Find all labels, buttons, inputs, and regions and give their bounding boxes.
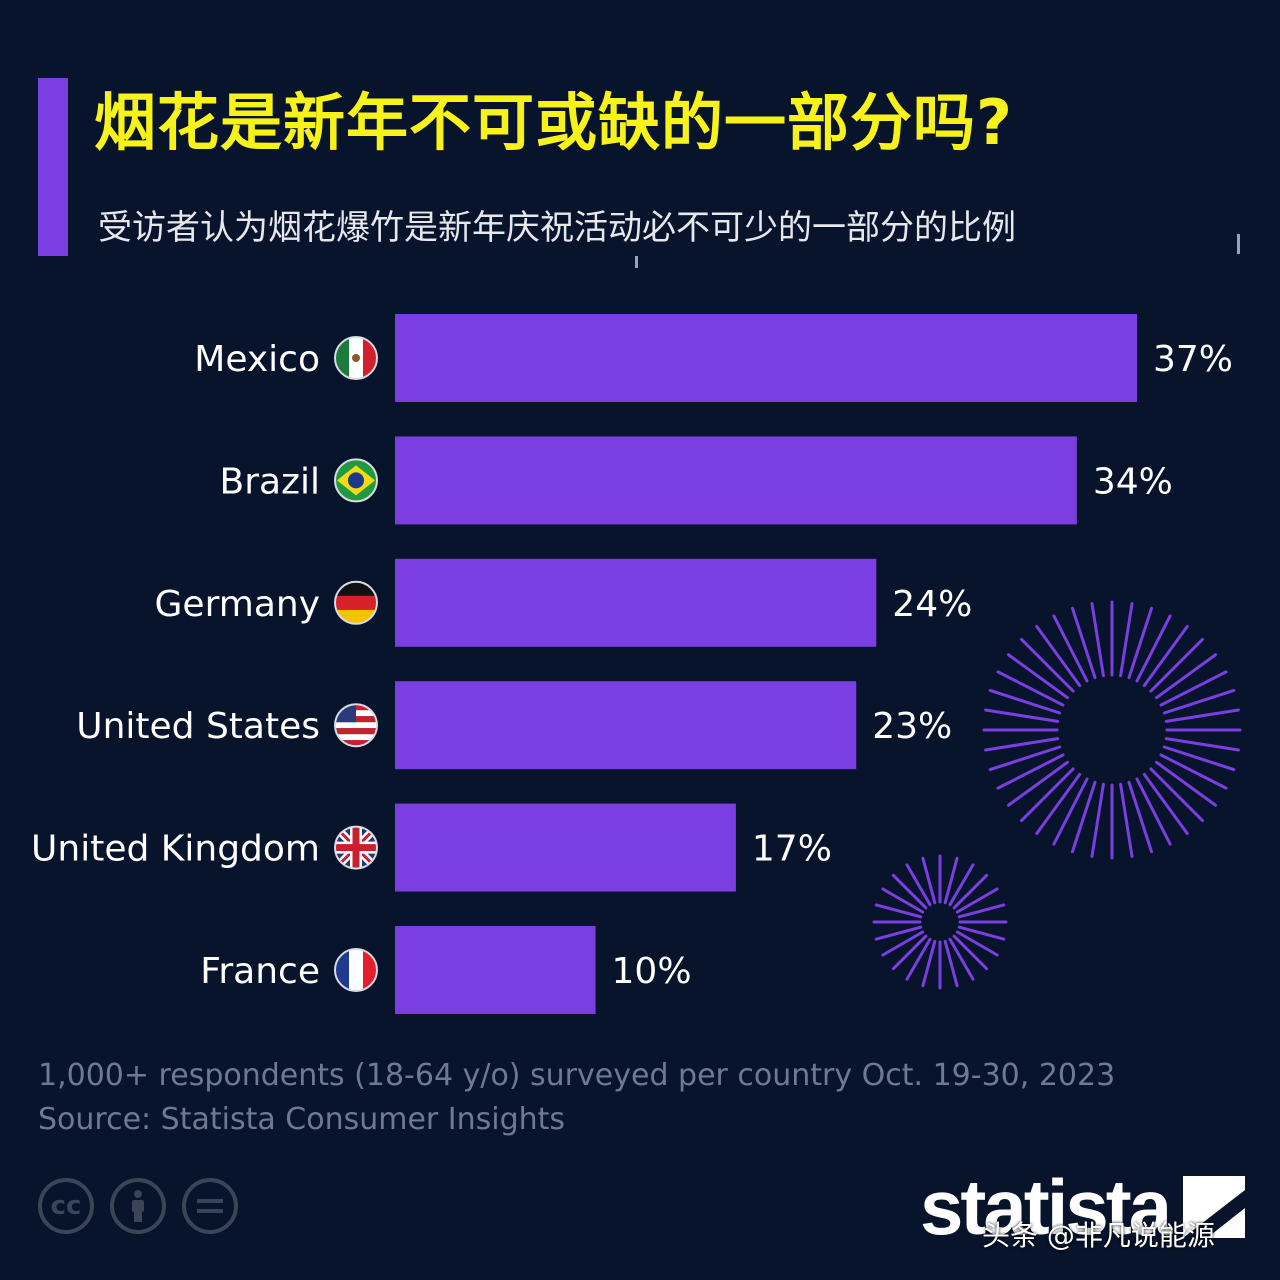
firework-ray: [984, 708, 1060, 723]
firework-ray: [1006, 653, 1070, 700]
firework-ray: [1070, 606, 1097, 680]
category-label: Germany: [155, 584, 320, 625]
statista-mark-icon: [1183, 1176, 1246, 1238]
category-label: Mexico: [194, 339, 320, 380]
survey-note: 1,000+ respondents (18-64 y/o) surveyed …: [38, 1058, 1116, 1093]
firework-ray: [1052, 777, 1089, 846]
firework-ray: [996, 670, 1065, 707]
value-label: 10%: [612, 951, 692, 992]
firework-ray: [1162, 688, 1236, 715]
chart-title: 烟花是新年不可或缺的一部分吗?: [94, 86, 1013, 159]
tick-mark: [635, 256, 638, 268]
value-label: 37%: [1153, 339, 1233, 380]
bar-chart: Mexico 37% Brazil 34% Germany 24% United State…: [31, 314, 1242, 1014]
firework-ray: [1090, 782, 1105, 858]
france-flag-icon: [334, 948, 378, 992]
firework-ray: [881, 887, 925, 914]
firework-ray: [952, 873, 989, 910]
firework-ray: [948, 937, 975, 981]
fireworks-decoration: [872, 600, 1242, 990]
firework-ray: [921, 856, 937, 905]
firework-ray: [1135, 614, 1172, 683]
cc-icon[interactable]: cc: [38, 1178, 94, 1234]
firework-ray: [891, 934, 928, 971]
firework-ray: [874, 903, 923, 919]
firework-ray: [905, 937, 932, 981]
firework-ray: [957, 903, 1006, 919]
nd-icon[interactable]: [182, 1178, 238, 1234]
firework-ray: [891, 873, 928, 910]
source-note: Source: Statista Consumer Insights: [38, 1102, 566, 1137]
firework-ray: [996, 753, 1065, 790]
firework-ray: [1119, 782, 1134, 858]
firework-ray: [1135, 777, 1172, 846]
firework-ray: [948, 863, 975, 907]
usa-flag-icon: [334, 703, 378, 748]
firework-ray: [1127, 780, 1154, 854]
value-label: 24%: [892, 584, 972, 625]
firework-ray: [1035, 624, 1082, 688]
firework-ray: [1142, 772, 1189, 836]
tick-mark: [1237, 234, 1240, 254]
value-label: 23%: [872, 706, 952, 747]
firework-ray: [1159, 670, 1228, 707]
firework-ray: [1154, 653, 1218, 700]
firework-ray: [1127, 606, 1154, 680]
bar[interactable]: [395, 314, 1137, 402]
category-label: United States: [76, 706, 320, 747]
firework-ray: [1070, 780, 1097, 854]
by-icon[interactable]: [110, 1178, 166, 1234]
category-label: France: [200, 951, 320, 992]
accent-bar: [38, 78, 68, 256]
firework-ray: [1142, 624, 1189, 688]
germany-flag-icon: [334, 580, 378, 625]
bar[interactable]: [395, 803, 736, 892]
firework-ray: [881, 930, 925, 957]
firework-ray: [955, 887, 999, 914]
firework-ray: [955, 930, 999, 957]
firework-ray: [1159, 753, 1228, 790]
firework-ray: [984, 737, 1060, 752]
firework-ray: [943, 939, 959, 988]
firework-ray: [1164, 708, 1240, 723]
firework-ray: [874, 925, 923, 941]
firework-ray: [905, 863, 932, 907]
logo-text: statista: [920, 1163, 1172, 1251]
value-label: 17%: [752, 829, 832, 870]
category-label: Brazil: [220, 461, 320, 502]
firework-ray: [1164, 737, 1240, 752]
firework-ray: [988, 745, 1062, 772]
bars-layer: Mexico 37% Brazil 34% Germany 24% United State…: [31, 314, 1233, 1014]
uk-flag-icon: [334, 825, 378, 870]
bar[interactable]: [395, 681, 857, 770]
chart-subtitle: 受访者认为烟花爆竹是新年庆祝活动必不可少的一部分的比例: [98, 208, 1016, 248]
firework-ray: [1006, 760, 1070, 807]
firework-ray: [1035, 772, 1082, 836]
bar[interactable]: [395, 926, 596, 1014]
firework-ray: [1090, 602, 1105, 678]
firework-ray: [1019, 767, 1075, 823]
bar[interactable]: [395, 558, 877, 647]
firework-ray: [988, 688, 1062, 715]
category-label: United Kingdom: [31, 829, 320, 870]
watermark: 头条 @非凡说能源: [982, 1219, 1215, 1252]
bar[interactable]: [395, 436, 1077, 525]
brazil-flag-icon: [334, 458, 378, 503]
firework-ray: [943, 856, 959, 905]
license-icons: cc: [38, 1178, 238, 1234]
firework-ray: [1119, 602, 1134, 678]
value-label: 34%: [1093, 461, 1173, 502]
firework-ray: [1149, 767, 1205, 823]
firework-ray: [1154, 760, 1218, 807]
firework-ray: [1052, 614, 1089, 683]
firework-ray: [952, 934, 989, 971]
firework-ray: [921, 939, 937, 988]
mexico-flag-icon: [334, 336, 378, 380]
firework-ray: [1162, 745, 1236, 772]
firework-ray: [1019, 637, 1075, 693]
firework-ray: [1149, 637, 1205, 693]
firework-ray: [957, 925, 1006, 941]
statista-logo[interactable]: statista: [920, 1163, 1246, 1251]
